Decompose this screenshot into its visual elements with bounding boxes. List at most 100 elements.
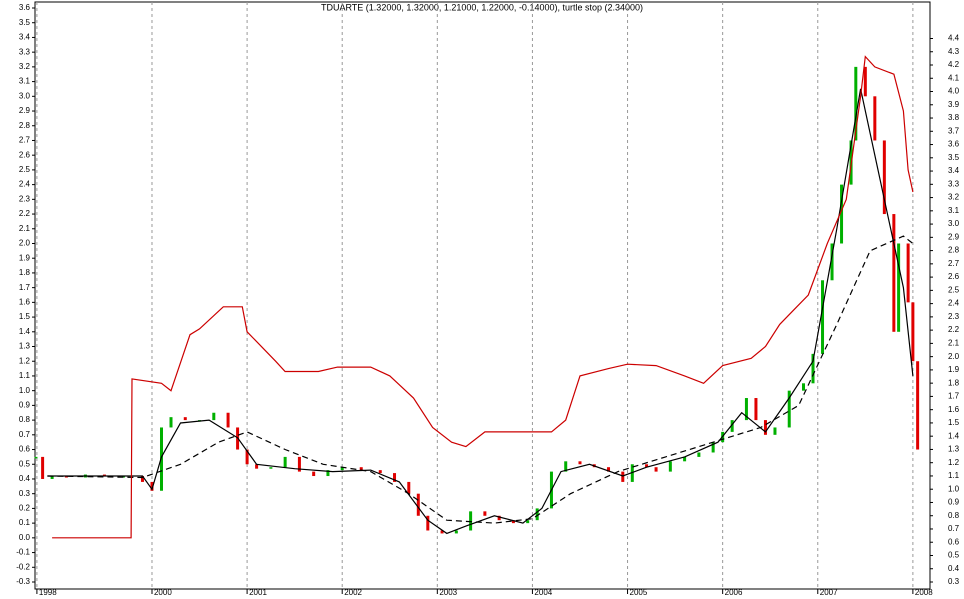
y-tick-label: 3.3 <box>19 47 31 56</box>
y2-tick-label: 1.4 <box>948 431 960 440</box>
price-bar <box>911 302 915 362</box>
y-tick-label: 0.5 <box>19 459 31 468</box>
price-bar <box>312 471 316 477</box>
y-tick-label: 2.9 <box>19 106 31 115</box>
y2-tick-label: 0.9 <box>948 498 960 507</box>
price-bar <box>840 184 844 244</box>
y-tick-label: 2.8 <box>19 121 31 130</box>
y-tick-label: 3.2 <box>19 62 31 71</box>
price-bar <box>183 417 187 421</box>
price-bar <box>102 474 106 477</box>
price-bar <box>212 412 216 421</box>
price-bar <box>578 461 582 465</box>
y2-tick-label: 4.0 <box>948 87 960 96</box>
y2-tick-label: 1.0 <box>948 484 960 493</box>
price-bar <box>469 511 473 531</box>
price-bar <box>526 520 530 524</box>
y2-tick-label: 3.3 <box>948 179 960 188</box>
y-tick-label: 0.9 <box>19 400 31 409</box>
y2-tick-label: 0.8 <box>948 511 960 520</box>
price-bar <box>326 470 330 477</box>
y-tick-label: 3.1 <box>19 77 31 86</box>
price-bar <box>50 476 54 479</box>
price-bar <box>773 427 777 435</box>
y-tick-label: 3.0 <box>19 91 31 100</box>
y-tick-label: 2.1 <box>19 224 31 233</box>
x-tick-label: 2004 <box>534 588 552 597</box>
y2-tick-label: 2.6 <box>948 272 960 281</box>
y-tick-label: 2.0 <box>19 239 31 248</box>
y2-tick-label: 2.3 <box>948 312 960 321</box>
y2-tick-label: 2.5 <box>948 285 960 294</box>
y2-tick-label: 3.1 <box>948 206 960 215</box>
price-bar <box>607 467 611 472</box>
price-bar <box>916 361 920 450</box>
price-bar <box>426 515 430 531</box>
y-tick-label: 0.0 <box>19 533 31 542</box>
y-tick-label: 1.0 <box>19 386 31 395</box>
y-tick-label: 0.4 <box>19 474 31 483</box>
price-bar <box>440 530 444 534</box>
y2-tick-label: 1.6 <box>948 405 960 414</box>
y2-tick-label: 1.1 <box>948 471 960 480</box>
price-bar <box>811 353 815 384</box>
y-tick-label: 0.3 <box>19 489 31 498</box>
y-tick-label: 2.5 <box>19 165 31 174</box>
y2-tick-label: 0.3 <box>948 577 960 586</box>
y2-tick-label: 1.3 <box>948 445 960 454</box>
price-bar <box>744 398 748 421</box>
y2-tick-label: 2.9 <box>948 232 960 241</box>
y-tick-label: 0.2 <box>19 504 31 513</box>
y2-tick-label: 4.4 <box>948 34 960 43</box>
y-tick-label: -0.2 <box>16 562 30 571</box>
price-bar <box>454 530 458 534</box>
y-tick-label: 0.8 <box>19 415 31 424</box>
price-bar <box>754 398 758 421</box>
line <box>47 88 914 535</box>
y2-tick-label: 0.6 <box>948 537 960 546</box>
price-bar <box>159 427 163 491</box>
price-bar <box>64 476 68 478</box>
y2-tick-label: 2.0 <box>948 352 960 361</box>
price-bar <box>269 467 273 469</box>
price-bar <box>830 243 834 281</box>
y2-tick-label: 0.4 <box>948 564 960 573</box>
y2-tick-label: 3.0 <box>948 219 960 228</box>
line <box>52 55 914 539</box>
y2-tick-label: 2.8 <box>948 246 960 255</box>
price-bar <box>297 456 301 472</box>
y2-tick-label: 3.2 <box>948 193 960 202</box>
y-tick-label: 1.9 <box>19 253 31 262</box>
price-bar <box>511 520 515 524</box>
y2-tick-label: 1.2 <box>948 458 960 467</box>
dashed-average <box>47 235 914 524</box>
price-bar <box>150 481 154 491</box>
y2-tick-label: 3.9 <box>948 100 960 109</box>
y-tick-label: 1.3 <box>19 342 31 351</box>
price-bar <box>763 420 767 435</box>
y2-tick-label: 2.4 <box>948 299 960 308</box>
x-tick-label: 2008 <box>915 588 933 597</box>
price-bar <box>416 493 420 516</box>
price-bar <box>497 515 501 521</box>
y2-tick-label: 4.2 <box>948 60 960 69</box>
y-tick-label: 1.2 <box>19 356 31 365</box>
price-bar <box>407 481 411 494</box>
price-bar <box>378 470 382 474</box>
price-bar <box>683 456 687 462</box>
y2-tick-label: 0.5 <box>948 551 960 560</box>
y2-tick-label: 1.9 <box>948 365 960 374</box>
y-tick-label: -0.1 <box>16 548 30 557</box>
y-tick-label: 0.7 <box>19 430 31 439</box>
y2-tick-label: 3.8 <box>948 113 960 122</box>
y-tick-label: 2.7 <box>19 136 31 145</box>
y-tick-label: 1.4 <box>19 327 31 336</box>
y2-tick-label: 3.7 <box>948 126 960 135</box>
price-bar <box>621 471 625 482</box>
y-tick-label: 3.5 <box>19 18 31 27</box>
price-bar <box>906 243 910 303</box>
price-bar <box>41 456 45 479</box>
y2-tick-label: 3.5 <box>948 153 960 162</box>
price-bar <box>34 456 38 459</box>
